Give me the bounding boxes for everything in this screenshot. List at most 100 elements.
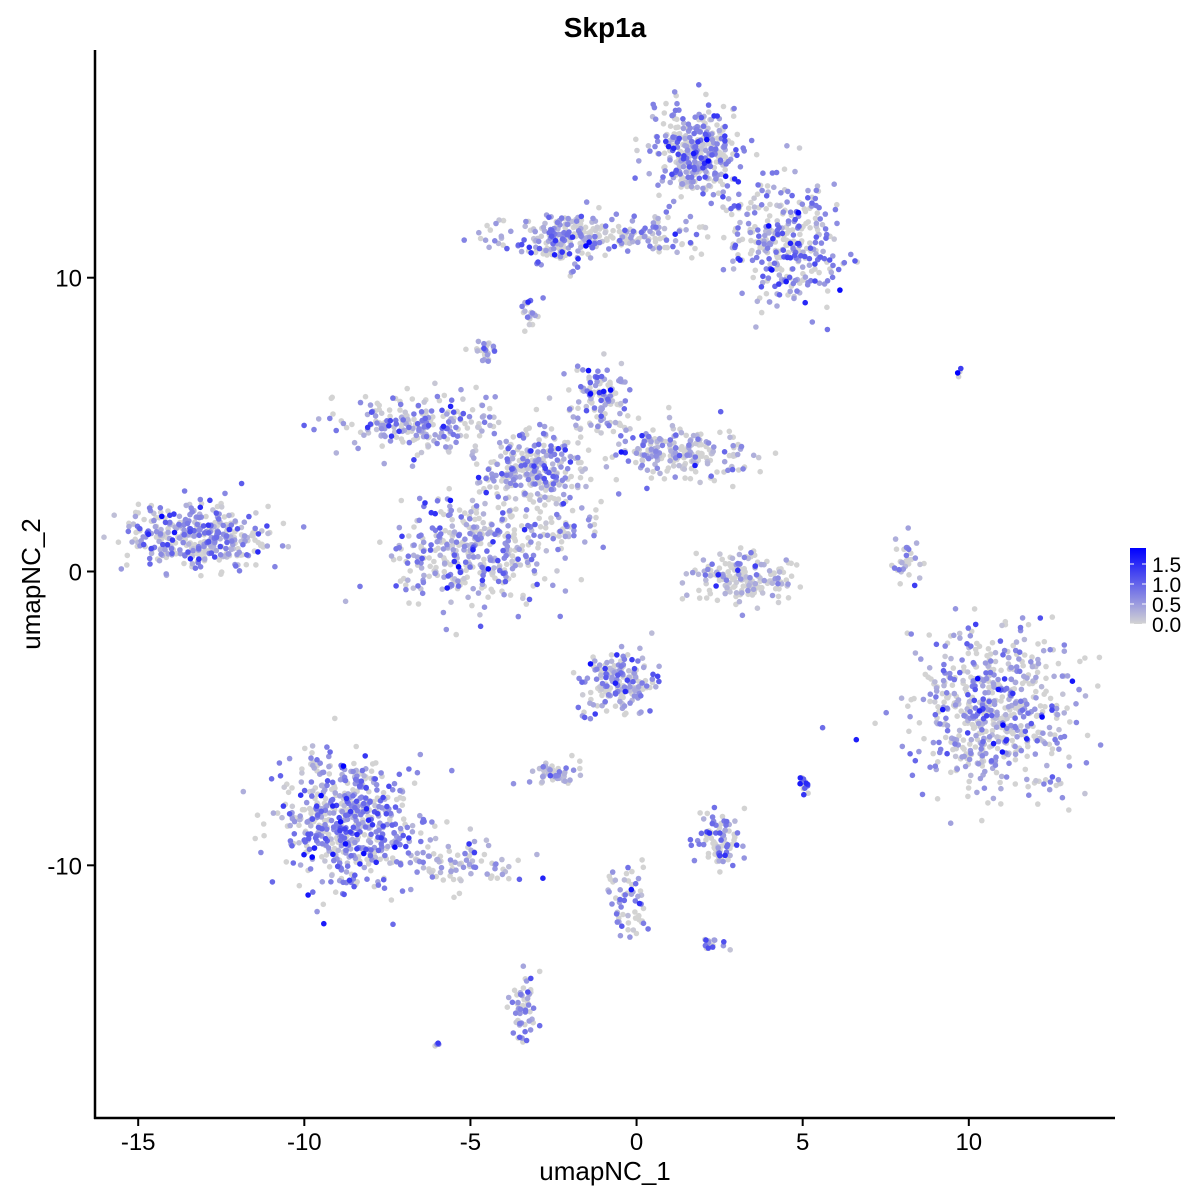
point xyxy=(596,662,603,668)
point xyxy=(935,704,941,710)
point xyxy=(612,419,619,426)
point xyxy=(211,554,218,560)
point xyxy=(520,963,527,969)
point xyxy=(1024,776,1030,783)
point xyxy=(241,533,248,539)
point xyxy=(505,533,512,540)
point xyxy=(972,621,979,628)
point xyxy=(269,879,276,885)
point xyxy=(398,436,405,442)
point xyxy=(240,788,247,795)
point xyxy=(737,576,744,582)
point xyxy=(652,143,658,150)
point xyxy=(980,738,986,745)
point xyxy=(618,378,624,385)
point xyxy=(700,165,706,171)
point xyxy=(982,690,988,696)
point xyxy=(735,203,742,209)
point xyxy=(513,506,519,512)
point xyxy=(516,1034,523,1041)
point xyxy=(448,599,454,605)
point xyxy=(498,444,505,450)
point xyxy=(537,421,543,428)
point xyxy=(476,433,483,439)
point xyxy=(450,418,457,425)
point xyxy=(397,401,404,408)
point xyxy=(740,843,746,849)
point xyxy=(484,352,491,358)
point xyxy=(326,864,333,870)
point xyxy=(367,852,374,859)
point xyxy=(462,420,468,427)
point xyxy=(998,667,1004,674)
point xyxy=(173,551,179,557)
point xyxy=(941,661,947,668)
point xyxy=(690,150,697,157)
point xyxy=(774,303,780,309)
point xyxy=(341,891,347,898)
point xyxy=(500,547,506,554)
point xyxy=(393,796,400,803)
point xyxy=(213,534,220,541)
point xyxy=(578,576,585,583)
point xyxy=(255,549,261,555)
point xyxy=(666,414,673,421)
point xyxy=(794,288,800,294)
point xyxy=(535,545,541,551)
point xyxy=(532,521,538,528)
point xyxy=(775,599,782,606)
chart-title: Skp1a xyxy=(564,12,647,43)
point xyxy=(393,839,399,846)
point xyxy=(426,555,432,561)
point xyxy=(988,758,995,764)
point xyxy=(573,422,579,429)
point xyxy=(738,443,745,450)
point xyxy=(799,201,806,207)
point xyxy=(484,222,490,229)
point xyxy=(542,487,549,493)
point xyxy=(487,557,494,563)
point xyxy=(201,530,208,536)
point xyxy=(481,851,488,858)
point xyxy=(951,736,957,742)
point xyxy=(1010,690,1016,697)
point xyxy=(535,259,541,265)
point xyxy=(703,577,709,583)
point xyxy=(966,756,973,763)
point xyxy=(699,451,705,457)
point xyxy=(396,771,403,778)
point xyxy=(1061,733,1068,740)
point xyxy=(705,109,712,115)
point xyxy=(324,778,331,784)
point xyxy=(480,572,486,579)
point xyxy=(350,824,357,831)
point xyxy=(962,686,969,692)
point xyxy=(528,539,534,545)
point xyxy=(101,534,107,540)
point xyxy=(913,540,920,546)
point xyxy=(509,466,515,472)
point xyxy=(485,531,491,537)
point xyxy=(967,633,974,639)
point xyxy=(523,601,530,607)
point xyxy=(606,422,612,429)
point xyxy=(732,818,738,824)
point xyxy=(447,561,454,568)
point xyxy=(720,266,727,273)
point xyxy=(484,548,490,554)
point xyxy=(716,127,723,134)
point xyxy=(501,591,507,598)
point xyxy=(540,875,546,881)
point xyxy=(491,348,498,354)
point xyxy=(570,268,576,275)
point xyxy=(337,837,344,844)
point xyxy=(531,463,537,469)
point xyxy=(848,251,854,258)
point xyxy=(759,187,765,194)
point xyxy=(507,480,514,487)
point xyxy=(717,869,723,875)
point xyxy=(994,745,1001,752)
point xyxy=(702,131,709,137)
point xyxy=(297,792,304,798)
point xyxy=(427,837,434,843)
